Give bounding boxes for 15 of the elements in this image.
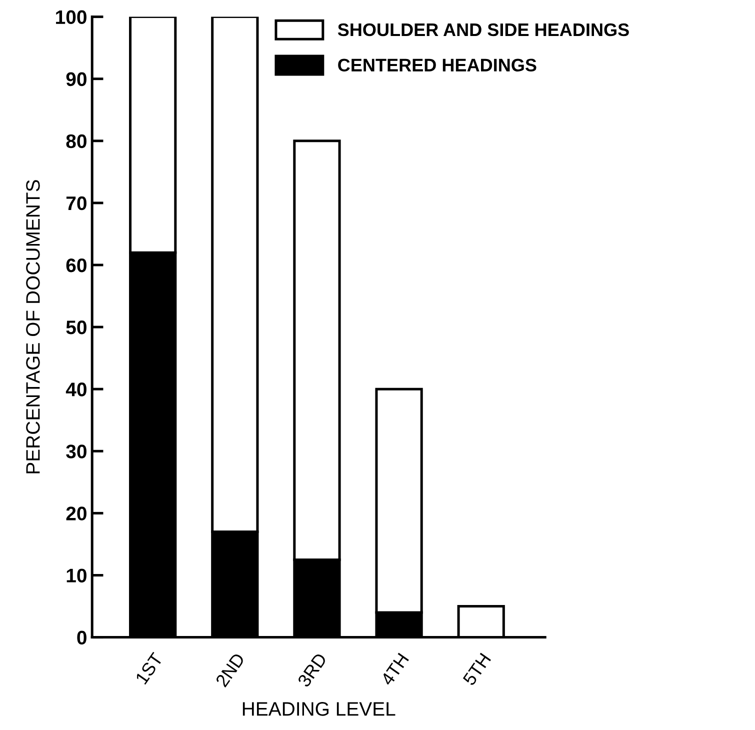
y-tick-label: 100 bbox=[56, 10, 86, 24]
y-tick-label: 70 bbox=[66, 196, 86, 210]
y-tick-label: 0 bbox=[77, 630, 86, 645]
y-tick-label: 60 bbox=[66, 258, 86, 272]
legend-label: SHOULDER AND SIDE HEADINGS bbox=[338, 23, 629, 36]
x-axis-title: HEADING LEVEL bbox=[242, 702, 396, 716]
y-tick-label: 20 bbox=[66, 506, 86, 520]
y-tick-label: 50 bbox=[66, 320, 86, 334]
legend-label: CENTERED HEADINGS bbox=[338, 58, 536, 72]
y-tick-label: 80 bbox=[66, 134, 86, 148]
y-tick-label: 10 bbox=[66, 568, 86, 582]
y-tick-label: 30 bbox=[66, 444, 86, 458]
y-tick-label: 90 bbox=[66, 72, 86, 86]
y-axis-title: PERCENTAGE OF DOCUMENTS bbox=[26, 180, 40, 474]
y-tick-label: 40 bbox=[66, 382, 86, 396]
